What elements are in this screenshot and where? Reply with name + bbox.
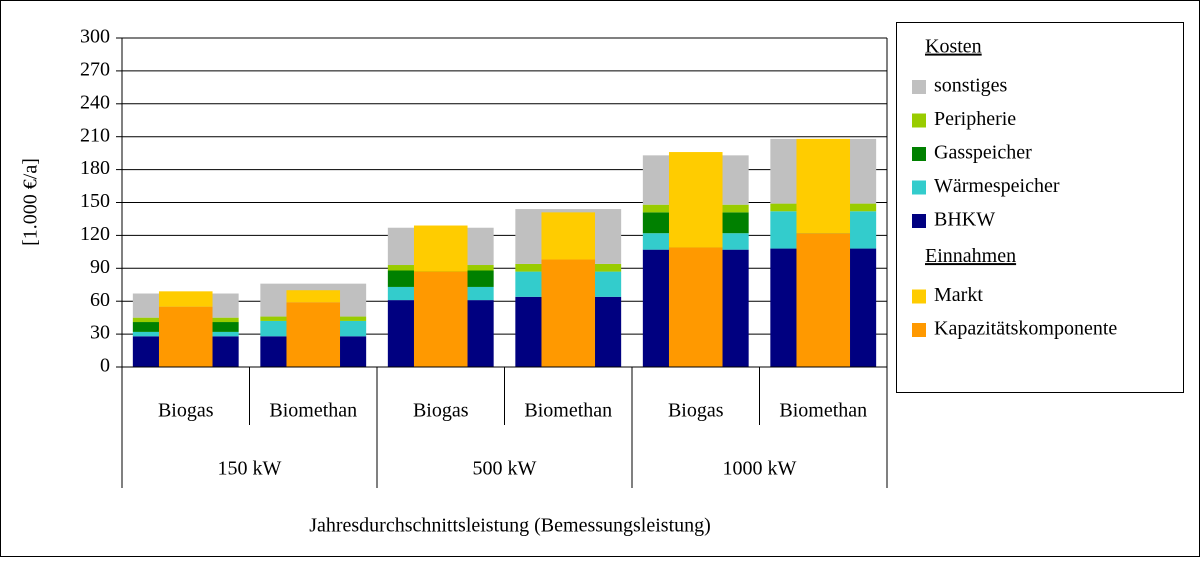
y-tick-label: 270 [80, 58, 110, 80]
y-tick-label: 60 [90, 289, 110, 311]
legend-box [896, 22, 1184, 393]
y-tick-label: 90 [90, 256, 110, 278]
bar-segment [286, 302, 341, 367]
legend-header: Einnahmen [925, 245, 1016, 267]
bar-segment [541, 259, 596, 367]
legend-label: sonstiges [934, 75, 1008, 97]
y-tick-label: 240 [80, 91, 110, 113]
bar-segment [668, 247, 723, 367]
bar-segment [286, 290, 341, 303]
legend-swatch [912, 147, 926, 161]
x-tick-label: Biogas [158, 400, 214, 422]
legend-label: Wärmespeicher [934, 175, 1060, 197]
bar-segment [796, 233, 851, 367]
legend-swatch [912, 289, 926, 304]
y-tick-label: 150 [80, 190, 110, 212]
x-tick-label: Biogas [413, 400, 469, 422]
legend-header: Kosten [925, 36, 982, 58]
x-tick-label: Biomethan [269, 400, 357, 422]
legend-label: Markt [934, 284, 983, 306]
x-tick-label: Biomethan [779, 400, 867, 422]
x-tick-label: Biomethan [524, 400, 612, 422]
y-tick-label: 0 [100, 355, 110, 377]
legend-swatch [912, 80, 926, 94]
bar-segment [413, 271, 468, 367]
y-tick-label: 120 [80, 223, 110, 245]
legend-swatch [912, 214, 926, 228]
y-tick-label: 210 [80, 124, 110, 146]
legend-label: Peripherie [934, 108, 1016, 130]
legend-label: BHKW [934, 209, 995, 231]
group-label: 1000 kW [723, 458, 797, 480]
legend-swatch [912, 323, 926, 337]
bar-segment [158, 306, 213, 367]
bar-segment [158, 291, 213, 307]
y-tick-label: 30 [90, 322, 110, 344]
legend-label: Kapazitätskomponente [934, 318, 1117, 340]
bar-segment [796, 138, 851, 234]
bar-segment [541, 212, 596, 260]
x-tick-label: Biogas [668, 400, 724, 422]
group-label: 500 kW [473, 458, 537, 480]
bar-segment [413, 225, 468, 272]
y-axis-label: [1.000 €/a] [20, 158, 42, 246]
legend-swatch [912, 180, 926, 195]
legend-label: Gasspeicher [934, 142, 1032, 164]
x-axis-label: Jahresdurchschnittsleistung (Bemessungsl… [309, 515, 711, 537]
y-tick-label: 180 [80, 157, 110, 179]
legend-swatch [912, 113, 926, 128]
group-label: 150 kW [218, 458, 282, 480]
bar-segment [668, 152, 723, 248]
y-tick-label: 300 [80, 26, 110, 48]
